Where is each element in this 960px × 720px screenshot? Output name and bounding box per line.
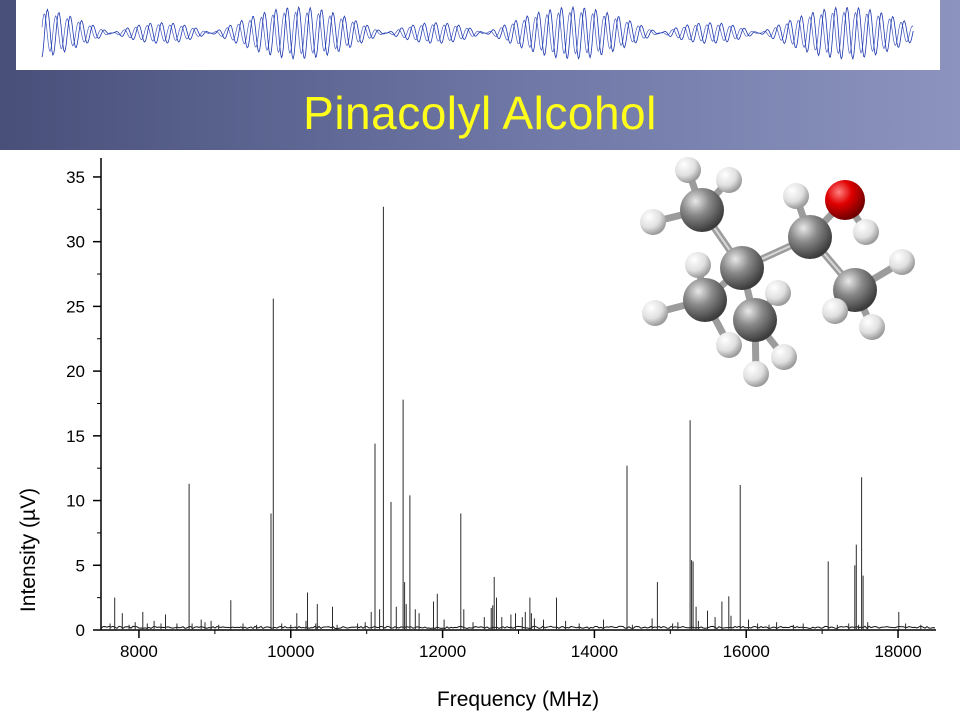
y-tick-label: 20 [66,362,85,381]
rotational-spectrum-chart: 0 5 10 15 20 25 30 35 8000 10000 12000 14000 16000 18… [17,158,936,711]
x-tick-label: 14000 [571,642,618,661]
y-tick-label: 0 [76,621,85,640]
y-tick-label: 15 [66,427,85,446]
y-tick-label: 5 [76,556,85,575]
fid-waveform-icon [41,5,914,61]
fid-trace [41,11,914,55]
x-tick-label: 12000 [419,642,466,661]
x-tick-label: 8000 [120,642,158,661]
slide-title: Pinacolyl Alcohol [303,87,657,139]
baseline-noise [100,625,936,630]
y-tick-label: 30 [66,233,85,252]
x-tick-label: 16000 [723,642,770,661]
fid-waveform-banner [16,0,940,70]
y-tick-label: 25 [66,297,85,316]
x-axis-label: Frequency (MHz) [437,688,599,711]
x-tick-label: 10000 [267,642,314,661]
spectrum-lines [109,206,922,630]
y-axis-label: Intensity (µV) [17,488,40,612]
y-tick-label: 35 [66,168,85,187]
fid-trace [41,5,914,61]
pinacolyl-alcohol-3d-model-icon [640,157,915,387]
y-tick-label: 10 [66,492,85,511]
axis-ticks: 0 5 10 15 20 25 30 35 8000 10000 12000 14000 16000 18… [66,168,922,661]
x-tick-label: 18000 [874,642,921,661]
